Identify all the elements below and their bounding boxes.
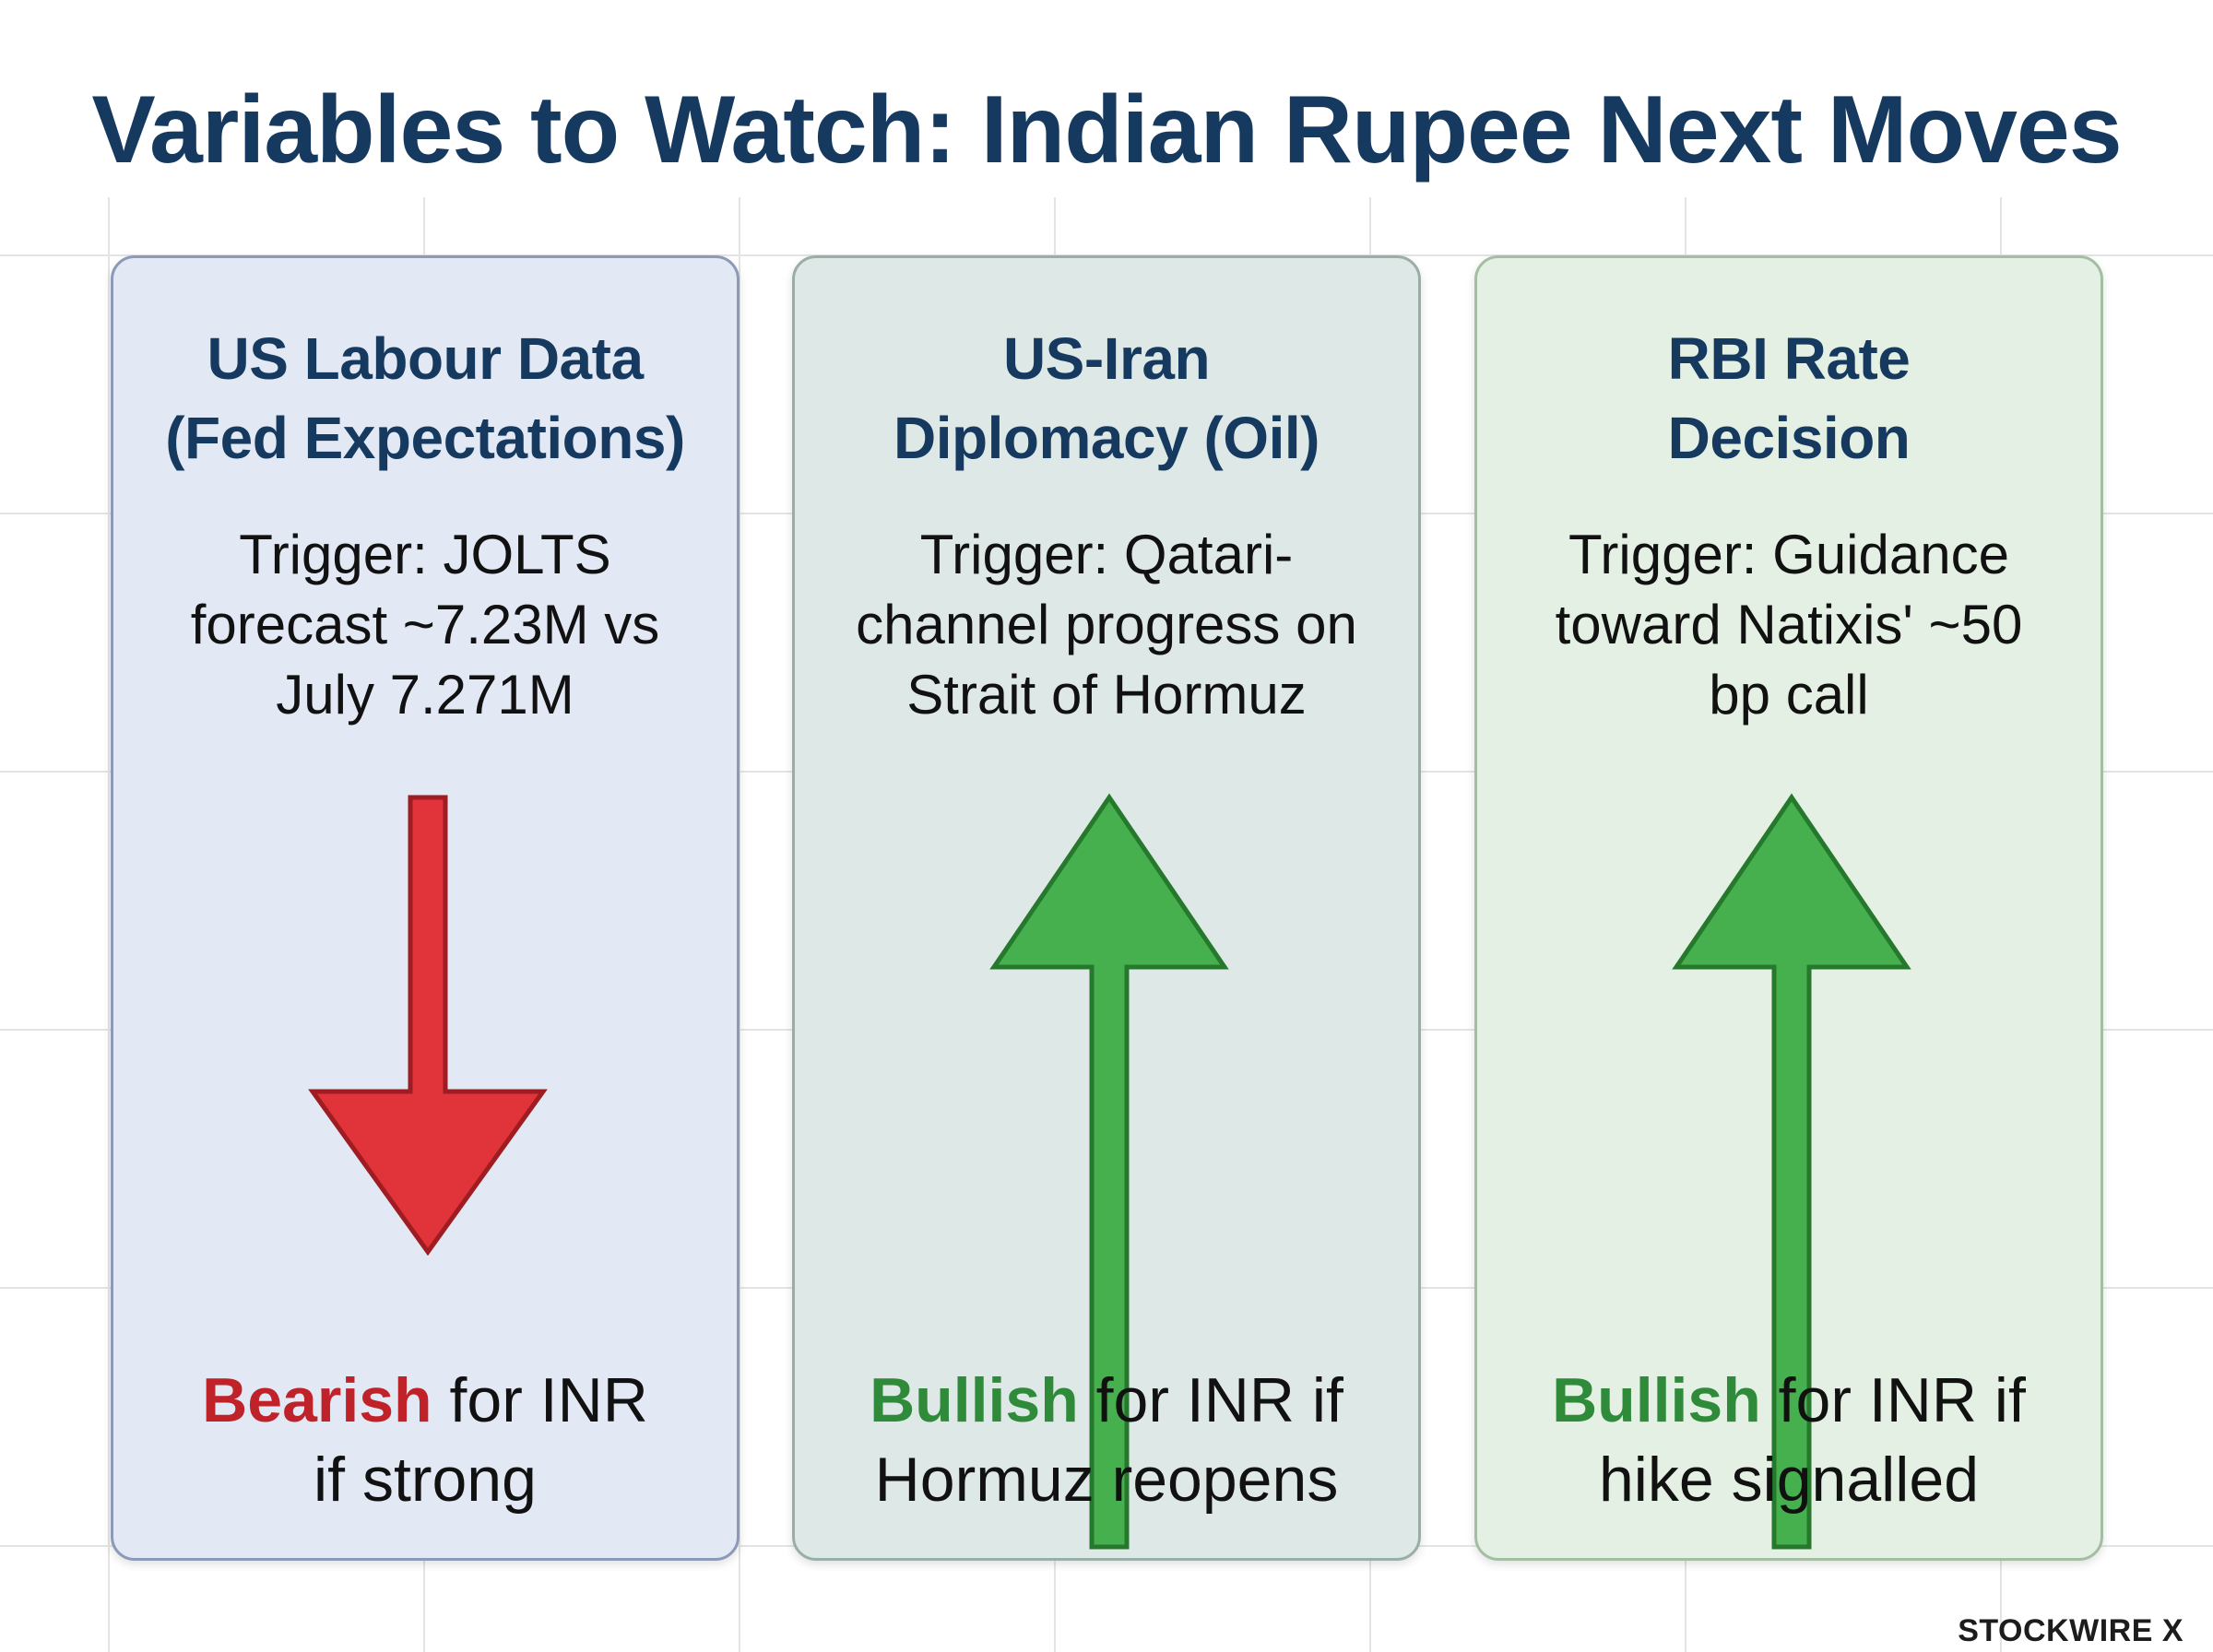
- arrow-shape: [1672, 793, 1911, 1550]
- card-title: US-Iran Diplomacy (Oil): [795, 319, 1418, 478]
- outcome-text: for INR if: [1078, 1365, 1343, 1435]
- card-outcome: Bullish for INR if hike signalled: [1477, 1361, 2101, 1519]
- card-trigger: Trigger: Qatari- channel progress on Str…: [795, 520, 1418, 730]
- card-rbi-rate-decision: RBI Rate Decision Trigger: Guidance towa…: [1474, 255, 2103, 1561]
- card-title-line: Decision: [1667, 405, 1911, 471]
- trigger-line: Strait of Hormuz: [906, 664, 1307, 726]
- outcome-line: Hormuz reopens: [874, 1445, 1339, 1515]
- card-trigger: Trigger: JOLTS forecast ~7.23M vs July 7…: [113, 520, 737, 730]
- card-us-labour-data: US Labour Data (Fed Expectations) Trigge…: [111, 255, 740, 1561]
- trigger-line: Trigger: Qatari-: [919, 524, 1294, 585]
- card-title-line: (Fed Expectations): [165, 405, 685, 471]
- card-outcome: Bullish for INR if Hormuz reopens: [795, 1361, 1418, 1519]
- outcome-text: for INR: [432, 1365, 648, 1435]
- outcome-keyword: Bearish: [202, 1365, 432, 1435]
- brand-logo: STOCKWIRE X: [1958, 1613, 2183, 1648]
- up-arrow-icon: [989, 788, 1229, 1553]
- card-title-line: US-Iran: [1002, 325, 1211, 392]
- page-title: Variables to Watch: Indian Rupee Next Mo…: [91, 77, 2122, 183]
- up-arrow-icon: [1672, 788, 1911, 1553]
- trigger-line: July 7.271M: [276, 664, 574, 726]
- card-title: US Labour Data (Fed Expectations): [113, 319, 737, 478]
- outcome-keyword: Bullish: [870, 1365, 1079, 1435]
- outcome-line: hike signalled: [1598, 1445, 1980, 1515]
- card-title: RBI Rate Decision: [1477, 319, 2101, 478]
- card-title-line: US Labour Data: [207, 325, 644, 392]
- trigger-line: channel progress on: [856, 594, 1357, 655]
- trigger-line: Trigger: Guidance: [1568, 524, 2009, 585]
- card-title-line: RBI Rate: [1667, 325, 1911, 392]
- arrow-shape: [989, 793, 1229, 1550]
- arrow-shape: [308, 795, 548, 1257]
- outcome-line: if strong: [314, 1445, 537, 1515]
- outcome-line: Bullish for INR if: [1477, 1361, 2101, 1440]
- card-us-iran-diplomacy: US-Iran Diplomacy (Oil) Trigger: Qatari-…: [792, 255, 1421, 1561]
- title-band: [0, 0, 2213, 197]
- card-title-line: Diplomacy (Oil): [893, 405, 1320, 471]
- card-outcome: Bearish for INR if strong: [113, 1361, 737, 1519]
- card-trigger: Trigger: Guidance toward Natixis' ~50 bp…: [1477, 520, 2101, 730]
- trigger-line: Trigger: JOLTS: [239, 524, 611, 585]
- trigger-line: forecast ~7.23M vs: [190, 594, 660, 655]
- outcome-keyword: Bullish: [1552, 1365, 1761, 1435]
- trigger-line: bp call: [1709, 664, 1869, 726]
- outcome-text: for INR if: [1760, 1365, 2026, 1435]
- outcome-line: Bearish for INR: [113, 1361, 737, 1440]
- down-arrow-icon: [308, 788, 548, 1553]
- outcome-line: Bullish for INR if: [795, 1361, 1418, 1440]
- trigger-line: toward Natixis' ~50: [1555, 594, 2023, 655]
